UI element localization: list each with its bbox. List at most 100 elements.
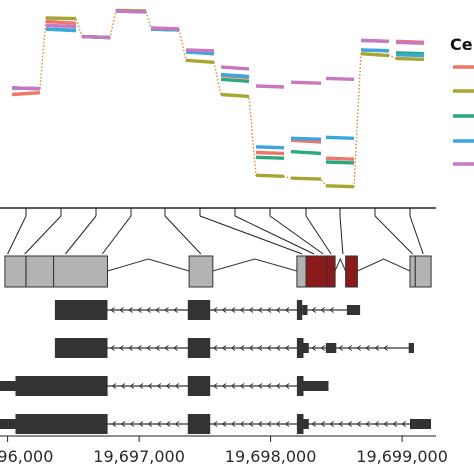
transcript-3-cds-1 [15,376,108,396]
exon-4 [188,255,214,288]
level-segment-9-series-4 [290,136,322,141]
transcript-4-arrow [221,421,227,427]
level-segment-6-series-4 [185,50,215,56]
level-segment-7-series-4 [220,72,250,79]
level-segment-6-series-5 [185,48,215,53]
transcript-3-arrow [212,383,218,389]
transcript-2-arrow [365,345,370,351]
transcript-2-cds-1 [54,338,108,358]
exon-9 [409,255,416,288]
level-segment-1-series-1 [11,91,41,97]
level-segment-7-series-5 [220,65,250,71]
transcript-1-arrow [155,307,160,313]
transcript-1-arrow [146,307,151,313]
transcript-4-utr-3 [410,419,431,429]
legend: Ce [450,35,474,166]
transcript-3-arrow [156,383,162,389]
transcript-models [0,300,432,434]
mapping-line-10 [339,215,344,255]
level-segment-11-series-5 [360,38,390,43]
transcript-1-arrow [239,307,245,313]
mapping-line-5 [164,215,202,255]
transcript-3-utr-2 [303,381,329,391]
transcript-3-cds-3 [296,376,304,396]
transcript-2-arrow [338,345,343,351]
transcript-2-arrow [257,345,263,351]
transcript-2-arrow [212,345,218,351]
transcript-4-arrow [248,421,254,427]
transcript-2-arrow [374,345,379,351]
transcript-1-arrow [320,307,325,313]
transcript-1-arrow [284,307,290,313]
transcript-3-arrow [147,383,153,389]
level-segment-12-series-5 [395,40,425,45]
transcript-4-cds-3 [296,414,304,434]
transcript-2-arrow [275,345,281,351]
transcript-4-arrow [383,421,388,427]
transcript-2-arrow [311,345,316,351]
transcript-3-arrow [120,383,126,389]
transcript-2-arrow [146,345,151,351]
transcript-4-cds-1 [15,414,108,434]
transcript-4-arrow [347,421,352,427]
transcript-3-arrow [266,383,272,389]
transcript-4-arrow [329,421,334,427]
transcript-2-arrow [221,345,227,351]
transcript-3-arrow [111,383,117,389]
transcript-4-arrow [365,421,370,427]
intron-2 [212,258,298,272]
level-segment-9-series-5 [290,80,322,85]
transcript-3-arrow [248,383,254,389]
exon-7 [326,255,336,288]
level-segment-11-series-2 [360,52,390,58]
transcript-4-arrow [111,421,117,427]
exon-1 [4,255,27,288]
level-segment-10-series-4 [325,135,355,140]
transcript-2-arrow [239,345,245,351]
transcript-2-arrow [284,345,290,351]
mapping-line-2 [24,215,62,255]
transcript-4-arrow [374,421,379,427]
transcript-2-arrow [155,345,160,351]
transcript-4-arrow [266,421,272,427]
level-segment-12-series-2 [395,56,425,62]
mapping-line-9 [305,215,332,255]
x-tick-label-2: 19,697,000 [93,447,185,466]
intron-3 [334,257,347,272]
level-segment-8-series-5 [255,84,285,89]
transcript-4-arrow [401,421,406,427]
level-segment-9-series-1 [290,138,322,144]
transcript-1-cds-3 [296,300,303,320]
level-segment-7-series-3 [220,77,250,83]
transcript-2-arrow [266,345,272,351]
transcript-4-utr-1 [0,419,16,429]
level-segment-9-series-2 [290,176,322,181]
x-tick-label-3: 19,698,000 [225,447,317,466]
mapping-line-12 [409,215,424,255]
mapping-line-4 [101,215,132,255]
transcript-1-arrow [275,307,281,313]
x-tick-label-1: 19,696,000 [0,447,53,466]
transcript-2-arrow [320,345,325,351]
transcript-1-arrow [230,307,236,313]
transcript-1-arrow [173,307,178,313]
transcript-3-arrow [284,383,290,389]
transcript-2-arrow [110,345,115,351]
exon-5 [296,255,307,288]
mapping-line-3 [65,215,97,255]
level-segment-2-series-5 [45,23,77,29]
transcript-4-arrow [165,421,171,427]
transcript-3-arrow [239,383,245,389]
exon-6 [305,255,328,288]
transcript-1-utr-2 [346,305,361,315]
transcript-1-arrow [329,307,334,313]
transcript-1-cds-1 [54,300,108,320]
transcript-2-arrow [356,345,361,351]
level-segment-2-series-2 [45,16,77,21]
transcript-1-utr-1 [302,305,308,315]
level-segment-12-series-4 [395,53,425,58]
transcript-4-arrow [239,421,245,427]
exon-10 [414,255,432,288]
transcript-4-arrow [320,421,325,427]
level-segment-2-series-1 [45,19,77,25]
